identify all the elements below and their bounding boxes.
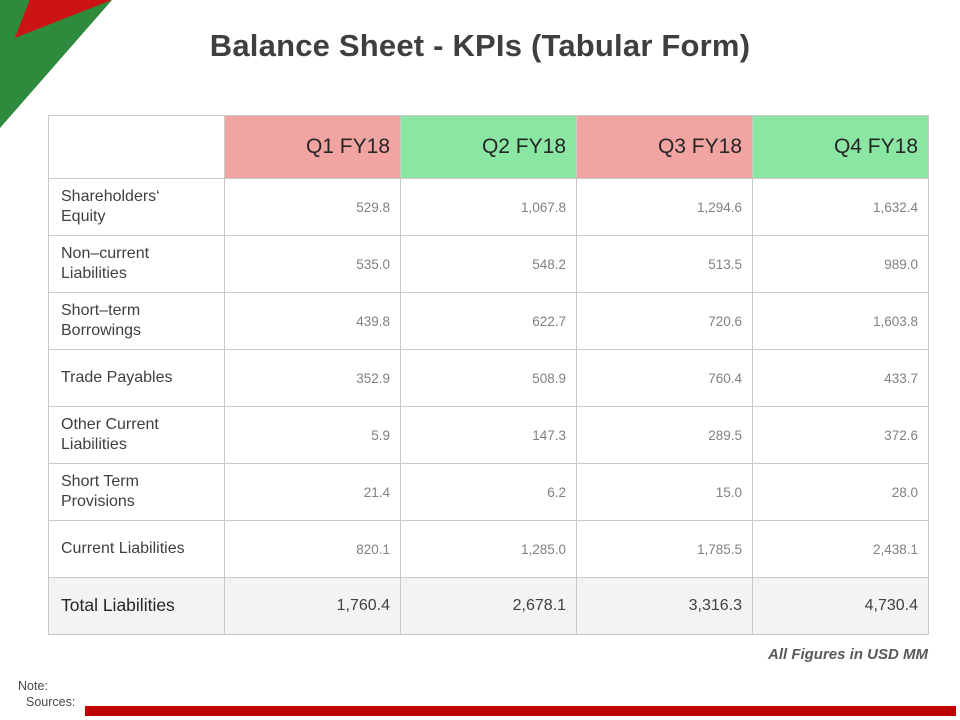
row-label: Trade Payables xyxy=(48,349,225,407)
row-label: Short–term Borrowings xyxy=(48,292,225,350)
kpi-table: Q1 FY18 Q2 FY18 Q3 FY18 Q4 FY18 Sharehol… xyxy=(48,115,929,635)
cell-value: 1,294.6 xyxy=(576,178,753,236)
cell-value: 508.9 xyxy=(400,349,577,407)
cell-value: 760.4 xyxy=(576,349,753,407)
row-label: Non–current Liabilities xyxy=(48,235,225,293)
cell-value: 720.6 xyxy=(576,292,753,350)
cell-value: 1,785.5 xyxy=(576,520,753,578)
cell-value: 622.7 xyxy=(400,292,577,350)
column-header-q3: Q3 FY18 xyxy=(576,115,753,179)
table-row: Non–current Liabilities 535.0 548.2 513.… xyxy=(48,235,929,293)
cell-value: 28.0 xyxy=(752,463,929,521)
header-row: Q1 FY18 Q2 FY18 Q3 FY18 Q4 FY18 xyxy=(48,115,929,179)
column-header-q4: Q4 FY18 xyxy=(752,115,929,179)
table-row: Shareholders‘ Equity 529.8 1,067.8 1,294… xyxy=(48,178,929,236)
cell-value: 3,316.3 xyxy=(576,577,753,635)
row-label: Short Term Provisions xyxy=(48,463,225,521)
table-row: Short–term Borrowings 439.8 622.7 720.6 … xyxy=(48,292,929,350)
table-row: Current Liabilities 820.1 1,285.0 1,785.… xyxy=(48,520,929,578)
cell-value: 433.7 xyxy=(752,349,929,407)
column-header-q2: Q2 FY18 xyxy=(400,115,577,179)
column-header-q1: Q1 FY18 xyxy=(224,115,401,179)
cell-value: 1,632.4 xyxy=(752,178,929,236)
cell-value: 548.2 xyxy=(400,235,577,293)
corner-header-cell xyxy=(48,115,225,179)
row-label: Current Liabilities xyxy=(48,520,225,578)
cell-value: 352.9 xyxy=(224,349,401,407)
cell-value: 21.4 xyxy=(224,463,401,521)
footnotes: Note: Sources: xyxy=(18,678,75,710)
cell-value: 2,438.1 xyxy=(752,520,929,578)
page-title: Balance Sheet - KPIs (Tabular Form) xyxy=(209,28,751,63)
cell-value: 1,285.0 xyxy=(400,520,577,578)
cell-value: 989.0 xyxy=(752,235,929,293)
cell-value: 15.0 xyxy=(576,463,753,521)
cell-value: 4,730.4 xyxy=(752,577,929,635)
sources-label: Sources: xyxy=(26,695,76,709)
cell-value: 1,603.8 xyxy=(752,292,929,350)
cell-value: 1,067.8 xyxy=(400,178,577,236)
note-label: Note: xyxy=(18,679,48,693)
row-label: Shareholders‘ Equity xyxy=(48,178,225,236)
units-note: All Figures in USD MM xyxy=(767,646,928,663)
bottom-accent-bar xyxy=(85,706,956,716)
cell-value: 372.6 xyxy=(752,406,929,464)
cell-value: 513.5 xyxy=(576,235,753,293)
cell-value: 535.0 xyxy=(224,235,401,293)
cell-value: 2,678.1 xyxy=(400,577,577,635)
cell-value: 529.8 xyxy=(224,178,401,236)
total-row: Total Liabilities 1,760.4 2,678.1 3,316.… xyxy=(48,577,929,635)
table-row: Trade Payables 352.9 508.9 760.4 433.7 xyxy=(48,349,929,407)
row-label: Other Current Liabilities xyxy=(48,406,225,464)
table-row: Other Current Liabilities 5.9 147.3 289.… xyxy=(48,406,929,464)
cell-value: 147.3 xyxy=(400,406,577,464)
cell-value: 820.1 xyxy=(224,520,401,578)
row-label: Total Liabilities xyxy=(48,577,225,635)
cell-value: 289.5 xyxy=(576,406,753,464)
cell-value: 439.8 xyxy=(224,292,401,350)
cell-value: 5.9 xyxy=(224,406,401,464)
cell-value: 6.2 xyxy=(400,463,577,521)
cell-value: 1,760.4 xyxy=(224,577,401,635)
table-row: Short Term Provisions 21.4 6.2 15.0 28.0 xyxy=(48,463,929,521)
